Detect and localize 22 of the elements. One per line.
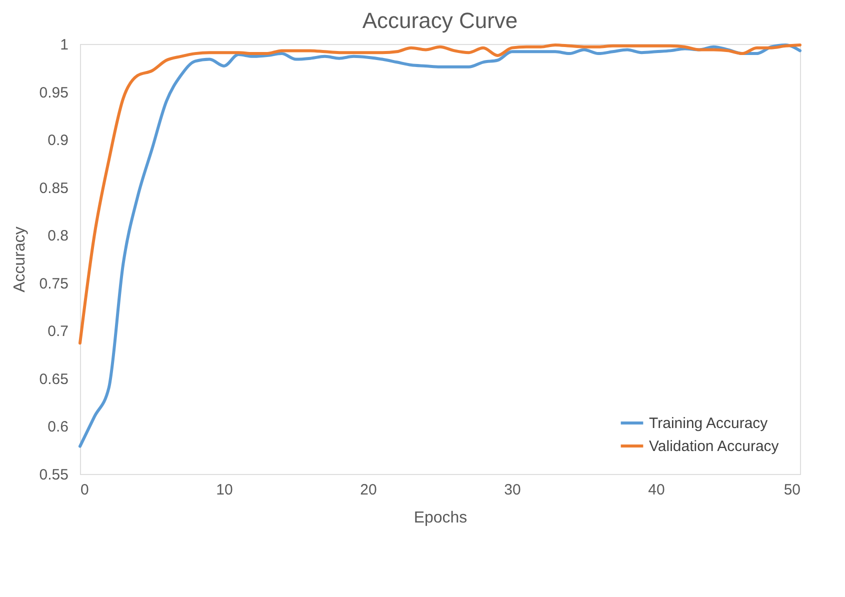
x-tick-label: 10 xyxy=(216,482,233,498)
y-tick-label: 0.95 xyxy=(39,84,68,102)
x-tick-label: 40 xyxy=(648,482,665,498)
legend-label: Validation Accuracy xyxy=(649,438,780,455)
y-tick-label: 0.6 xyxy=(48,418,68,436)
x-tick-label: 30 xyxy=(504,482,521,498)
y-tick-label: 1 xyxy=(60,36,68,54)
y-tick-label: 0.85 xyxy=(39,180,68,197)
x-tick-label: 0 xyxy=(80,482,89,498)
legend-label: Training Accuracy xyxy=(649,415,768,432)
y-tick-label: 0.75 xyxy=(39,275,68,292)
y-axis-title: Accuracy xyxy=(11,226,28,292)
x-axis-title: Epochs xyxy=(414,510,468,526)
chart-title: Accuracy Curve xyxy=(362,8,518,33)
y-tick-label: 0.55 xyxy=(39,466,68,484)
line-series xyxy=(78,43,802,345)
y-tick-label: 0.65 xyxy=(39,370,68,388)
x-tick-label: 50 xyxy=(784,482,800,498)
x-tick-label: 20 xyxy=(360,482,377,498)
y-tick-label: 0.8 xyxy=(48,228,68,245)
y-tick-label: 0.9 xyxy=(48,132,68,150)
y-tick-label: 0.7 xyxy=(48,323,68,340)
